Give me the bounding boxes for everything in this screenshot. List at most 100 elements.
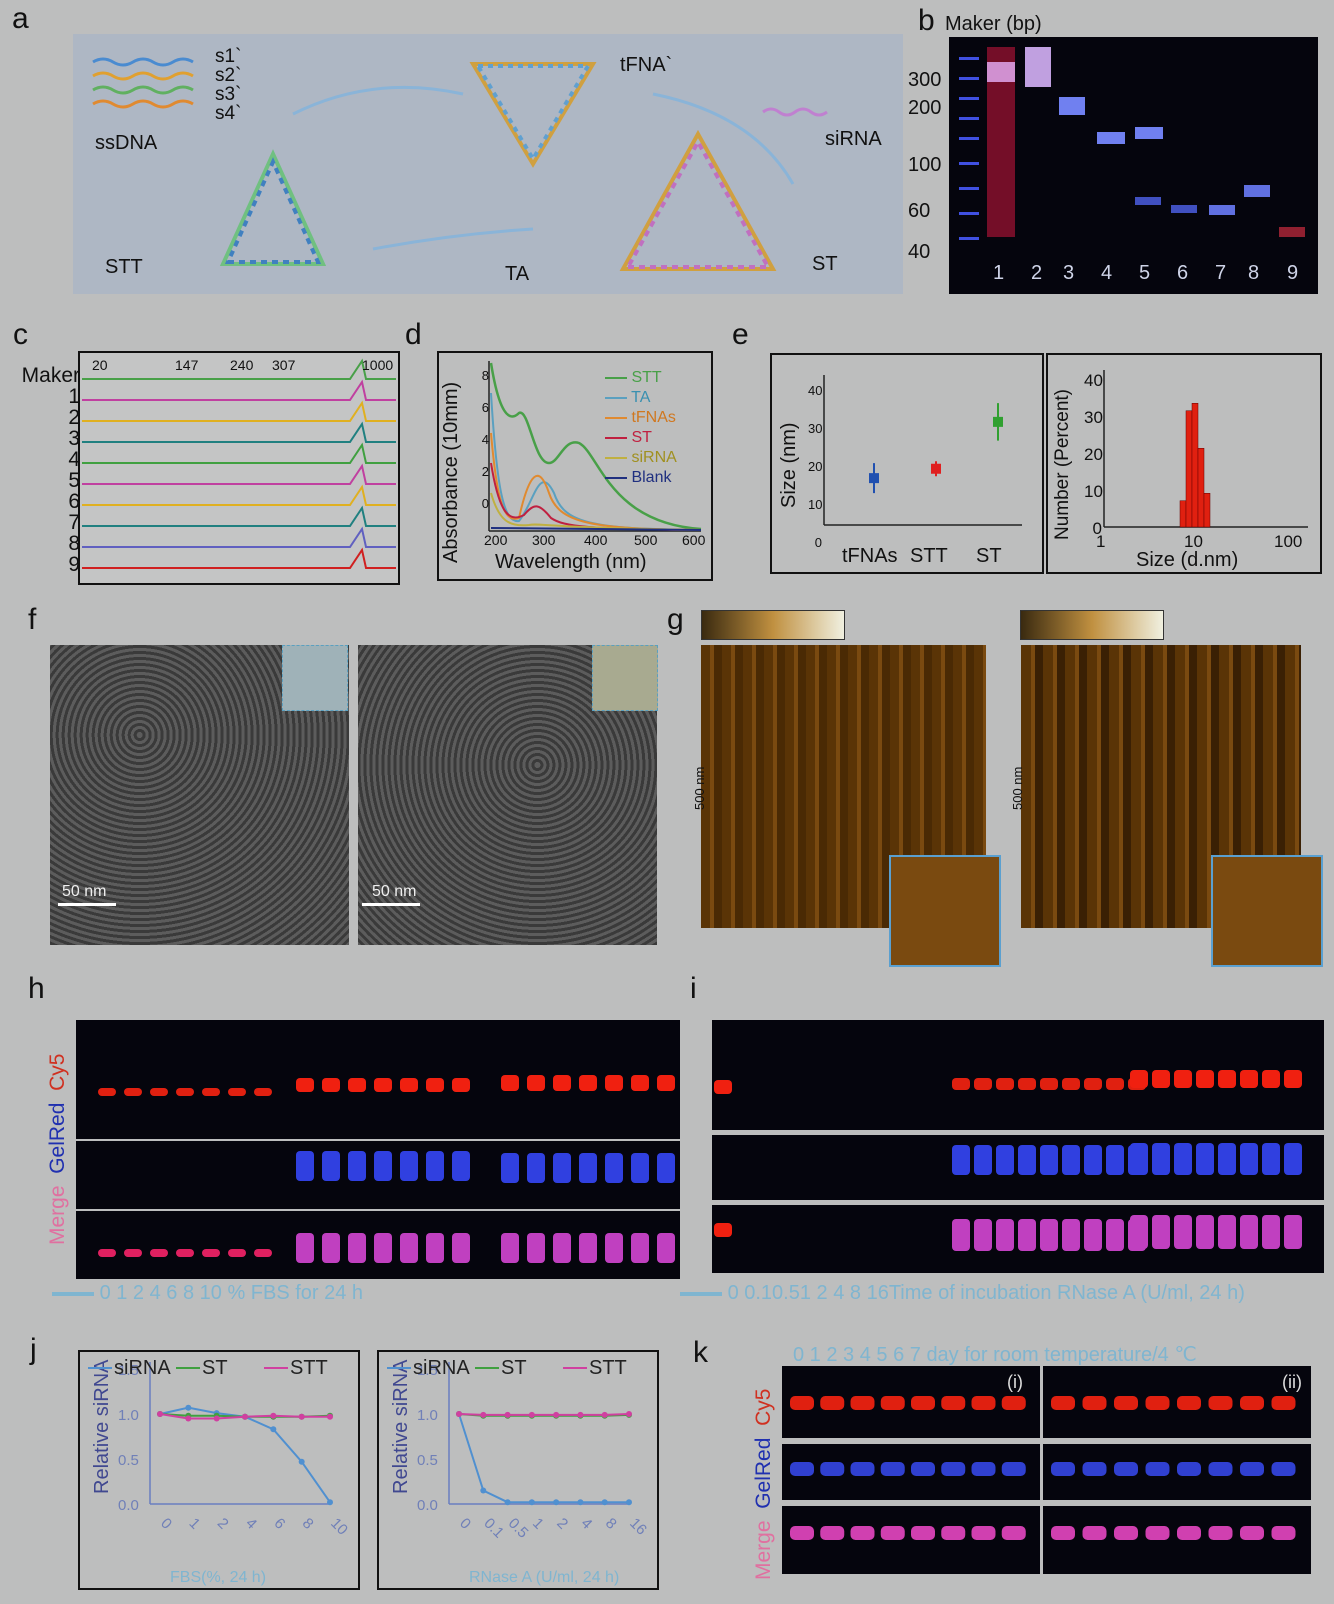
data-point: [185, 1415, 192, 1422]
e-yticks: 40 30 20 10 0: [808, 372, 822, 562]
gel-band: [714, 1223, 732, 1237]
tfna-label: tFNA`: [620, 54, 673, 76]
ytick: 10: [1084, 482, 1103, 501]
ytick: 4: [481, 432, 489, 447]
y-tick-label: 1.5: [118, 1362, 139, 1379]
gel-band: [1152, 1070, 1170, 1088]
histogram-bar: [1197, 448, 1205, 528]
ytick: 2: [481, 464, 489, 479]
legend-item: ST: [605, 428, 677, 448]
gel-band: [657, 1153, 675, 1183]
panel-label-f: f: [28, 603, 37, 636]
x-tick-label: 0: [456, 1515, 474, 1533]
data-point: [601, 1411, 608, 1418]
schematic-a: [73, 34, 903, 294]
x-tick-label: 2: [553, 1515, 571, 1533]
tem-image-2: 50 nm: [358, 645, 658, 945]
gel-band: [941, 1462, 966, 1476]
y-tick-label: 0.5: [417, 1452, 438, 1469]
gel-band: [452, 1233, 470, 1263]
xtick: 400: [584, 532, 608, 548]
gel-band: [1051, 1462, 1075, 1476]
trace-line: [82, 505, 396, 527]
gel-band: [348, 1078, 366, 1092]
gel-band: [400, 1078, 418, 1092]
trace-line: [82, 442, 396, 464]
gel-band: [941, 1396, 966, 1410]
ta-label: TA: [505, 263, 530, 285]
gel-band: [501, 1233, 519, 1263]
x-tick-label: 0: [157, 1515, 175, 1533]
gel-band: [1062, 1078, 1080, 1090]
ytick: 40: [1084, 371, 1103, 390]
legend-label: tFNAs: [631, 409, 676, 426]
gel-band: [1262, 1143, 1280, 1175]
d-ylabel: Absorbance (10mm): [440, 381, 462, 563]
gel-band: [1177, 1462, 1201, 1476]
gel-band: [971, 1526, 996, 1540]
gel-band: [1262, 1070, 1280, 1088]
d-yticks: 8 6 4 2 0: [474, 360, 489, 520]
legend-item: Blank: [605, 468, 677, 488]
gel-band: [1106, 1219, 1124, 1251]
channel-label: Cy5: [752, 1388, 775, 1426]
gel-band: [1240, 1462, 1264, 1476]
histogram-bar: [1203, 493, 1211, 528]
data-point: [577, 1499, 584, 1506]
gel-h-cy5-bands: [98, 1075, 675, 1096]
gel-band: [1082, 1396, 1107, 1410]
gel-band: [98, 1088, 116, 1096]
histogram-bar: [1179, 500, 1187, 528]
gel-band: [850, 1396, 875, 1410]
tem-inset-1: [282, 645, 348, 711]
data-point: [270, 1412, 277, 1419]
gel-i-merge: [712, 1205, 1324, 1273]
gel-band: [1152, 1215, 1170, 1249]
scale-label: 50 nm: [372, 883, 417, 900]
gel-band: [1174, 1070, 1192, 1088]
lane-label: 6: [1177, 262, 1189, 284]
data-point: [242, 1413, 248, 1420]
gel-band: [1196, 1070, 1214, 1088]
afm-inset-2: [1211, 855, 1323, 967]
gel-band: [971, 1396, 996, 1410]
afm-colorbar-1: [701, 610, 845, 640]
x-axis-label: RNase A (U/ml, 24 h): [469, 1569, 619, 1586]
channel-label: Merge: [46, 1185, 69, 1245]
ytick: 10: [808, 497, 823, 512]
channel-label: Merge: [752, 1520, 775, 1580]
dls-histogram: [1103, 370, 1308, 528]
row-label: 2: [68, 406, 80, 429]
gel-band: [374, 1151, 392, 1181]
gel-band: [1271, 1396, 1296, 1410]
gel-band: [911, 1462, 935, 1476]
gel-band: [1001, 1396, 1026, 1410]
gel-band: [553, 1233, 571, 1263]
marker-title: Maker (bp): [945, 13, 1042, 35]
y-tick-label: 1.0: [118, 1407, 139, 1424]
gel-band: [1284, 1143, 1302, 1175]
gel-band: [996, 1078, 1014, 1090]
gel-band: [527, 1075, 545, 1091]
afm-inset-1: [889, 855, 1001, 967]
gel-band: [98, 1249, 116, 1257]
gel-band: [1240, 1526, 1264, 1540]
gel-band: [1145, 1462, 1170, 1476]
lane-label: 5: [1139, 262, 1151, 284]
arrow-icon: [680, 1291, 722, 1296]
arrow-icon: [52, 1291, 94, 1296]
k-sub-i: (i): [1007, 1372, 1023, 1392]
gel-i-merge-bands: [714, 1215, 1302, 1251]
strand-label: s2`: [215, 65, 242, 86]
gel-band: [1271, 1462, 1296, 1476]
gel-band: [1240, 1396, 1264, 1410]
peak-label: 307: [272, 357, 296, 373]
ytick: 0: [1092, 519, 1102, 538]
gel-band: [150, 1249, 168, 1257]
gel-band: [296, 1078, 314, 1092]
y-tick-label: 0.0: [118, 1497, 139, 1514]
data-point: [601, 1499, 608, 1506]
gel-band: [1106, 1078, 1124, 1090]
strand-label: s1`: [215, 46, 242, 67]
peak-label: 1000: [362, 357, 394, 373]
